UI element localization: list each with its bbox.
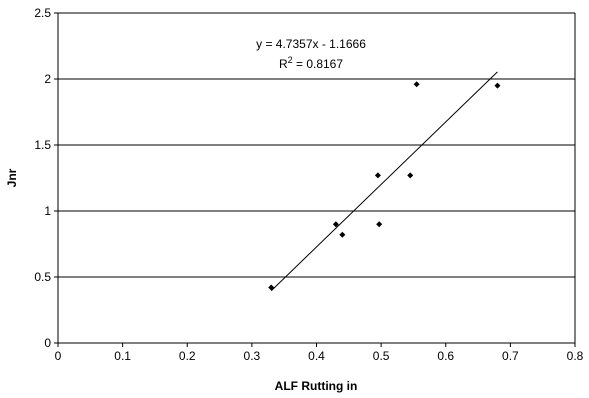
x-tick-label-7: 0.7: [502, 349, 519, 363]
r-squared-superscript: 2: [288, 55, 293, 65]
r-squared-value: = 0.8167: [293, 57, 344, 71]
x-axis-title: ALF Rutting in: [275, 379, 358, 393]
x-tick-label-5: 0.5: [373, 349, 390, 363]
data-point-3: [374, 172, 381, 179]
y-tick-label-2: 1: [44, 204, 51, 218]
data-point-5: [407, 172, 414, 179]
x-tick-label-1: 0.1: [114, 349, 131, 363]
x-tick-label-0: 0: [55, 349, 62, 363]
r-squared-prefix: R: [279, 57, 288, 71]
trendline: [270, 71, 498, 292]
r-squared-label: R2 = 0.8167: [279, 55, 343, 71]
y-tick-label-1: 0.5: [34, 270, 51, 284]
x-tick-label-4: 0.4: [308, 349, 325, 363]
y-tick-label-4: 2: [44, 72, 51, 86]
data-point-4: [376, 221, 383, 228]
y-tick-label-0: 0: [44, 336, 51, 350]
data-point-7: [494, 82, 501, 89]
trendline-layer: [270, 71, 498, 292]
trendline-equation: y = 4.7357x - 1.1666: [256, 37, 366, 51]
tick-labels: 0 0.5 1 1.5 2 2.5 0 0.1 0.2 0.3 0.4 0.5 0.6 0.7 0.8: [34, 6, 583, 363]
annotation-layer: y = 4.7357x - 1.1666 R2 = 0.8167: [256, 37, 366, 71]
y-axis-title: Jnr: [5, 168, 19, 187]
x-tick-label-3: 0.3: [244, 349, 261, 363]
data-point-1: [332, 221, 339, 228]
x-tick-label-6: 0.6: [437, 349, 454, 363]
y-tick-label-5: 2.5: [34, 6, 51, 20]
data-point-6: [413, 81, 420, 88]
data-points: [268, 81, 501, 291]
x-tick-label-8: 0.8: [567, 349, 584, 363]
grid: [58, 12, 575, 278]
y-tick-label-3: 1.5: [34, 138, 51, 152]
data-point-0: [268, 284, 275, 291]
axes: [54, 12, 576, 347]
data-point-2: [339, 231, 346, 238]
x-tick-label-2: 0.2: [179, 349, 196, 363]
